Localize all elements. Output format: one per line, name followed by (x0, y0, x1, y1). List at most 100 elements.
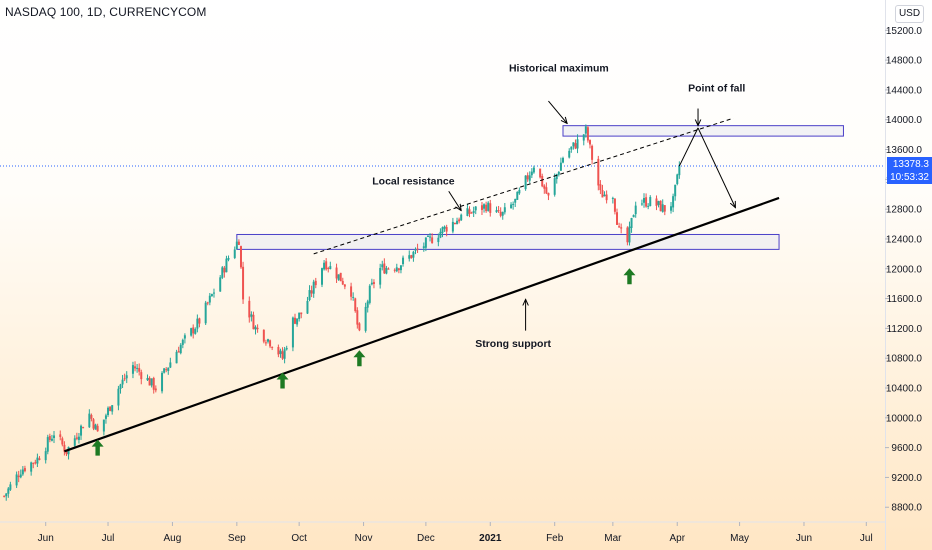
candle-up (370, 282, 373, 285)
candle-down (354, 298, 357, 312)
candle-down (616, 212, 619, 225)
candle-up (385, 267, 388, 274)
candle-down (61, 438, 64, 445)
candle-down (350, 286, 353, 297)
candle-up (451, 221, 454, 232)
candle-down (645, 197, 648, 207)
candle-down (526, 175, 529, 180)
candle-up (233, 249, 236, 258)
symbol-title: NASDAQ 100, 1D, CURRENCYCOM (5, 5, 207, 19)
candle-up (424, 237, 427, 248)
candle-down (468, 209, 471, 214)
candle-up (634, 205, 637, 215)
candle-up (102, 419, 105, 432)
price-tick-label: 12400.0 (886, 234, 923, 245)
candle-down (92, 419, 95, 429)
strong-support-trendline (64, 196, 780, 453)
candle-up (111, 405, 114, 412)
price-tick-label: 10400.0 (886, 384, 923, 395)
candle-down (416, 248, 419, 250)
price-tick-label: 9600.0 (891, 443, 922, 454)
candle-down (32, 462, 35, 464)
candle-up (379, 268, 382, 285)
candle-up (364, 306, 367, 331)
annotation-label: Local resistance (372, 176, 454, 188)
candle-down (618, 226, 621, 228)
candle-down (90, 414, 93, 419)
candle-down (271, 346, 274, 348)
candle-up (77, 436, 80, 440)
candle-down (138, 368, 141, 372)
candle-down (177, 351, 180, 353)
candle-up (194, 329, 197, 334)
candle-up (306, 300, 309, 314)
annotation-label: Point of fall (688, 82, 745, 94)
candle-down (589, 140, 591, 145)
candle-up (503, 207, 506, 213)
candle-down (262, 329, 265, 342)
candle-down (281, 351, 284, 359)
currency-badge[interactable]: USD (895, 5, 924, 23)
candle-up (150, 378, 153, 386)
candle-down (48, 436, 51, 440)
candle-up (510, 204, 513, 208)
candle-down (663, 205, 666, 212)
candle-down (458, 219, 461, 222)
candle-up (19, 474, 22, 478)
candle-down (383, 263, 386, 274)
candle-down (497, 210, 500, 212)
bar-countdown: 10:53:32 (890, 172, 929, 183)
time-tick-label: Sep (228, 533, 246, 544)
candle-up (647, 205, 650, 207)
candle-down (206, 302, 209, 304)
candle-up (632, 214, 635, 218)
candle-down (659, 200, 662, 212)
price-tick-label: 14000.0 (886, 115, 923, 126)
candle-up (266, 339, 269, 342)
candle-down (192, 327, 195, 334)
candle-up (329, 266, 332, 269)
candle-up (518, 189, 521, 194)
candle-up (528, 175, 531, 181)
candle-up (456, 220, 459, 225)
candle-down (358, 323, 361, 331)
candle-down (152, 377, 155, 390)
candle-up (426, 235, 429, 237)
candle-down (3, 495, 6, 497)
candle-up (7, 488, 10, 494)
candle-up (169, 362, 172, 368)
candle-up (460, 214, 463, 221)
candle-up (219, 277, 222, 292)
candle-up (94, 424, 97, 430)
candle-down (23, 468, 26, 472)
candle-up (532, 167, 535, 173)
candle-down (545, 187, 548, 194)
candle-up (495, 210, 498, 213)
candle-up (254, 326, 257, 330)
time-tick-label: Aug (164, 533, 182, 544)
candle-up (146, 377, 149, 381)
candle-down (541, 175, 544, 187)
candle-up (553, 178, 556, 195)
candle-up (53, 435, 56, 438)
candle-up (414, 249, 417, 251)
candle-up (21, 469, 24, 475)
candle-up (643, 198, 646, 203)
candle-up (312, 281, 315, 294)
price-tick-label: 8800.0 (891, 503, 922, 514)
candle-up (487, 202, 490, 211)
candle-down (547, 192, 550, 196)
candle-up (429, 236, 432, 238)
candle-down (601, 190, 604, 198)
candle-up (524, 175, 527, 190)
candle-up (501, 212, 504, 216)
historical-maximum-zone (562, 125, 844, 137)
candle-down (539, 168, 542, 178)
price-tick-label: 12800.0 (886, 205, 923, 216)
annotation-arrow (448, 190, 461, 210)
time-tick-label: Feb (546, 533, 564, 544)
candle-down (397, 268, 400, 271)
candle-up (183, 335, 186, 339)
candle-up (395, 267, 398, 272)
